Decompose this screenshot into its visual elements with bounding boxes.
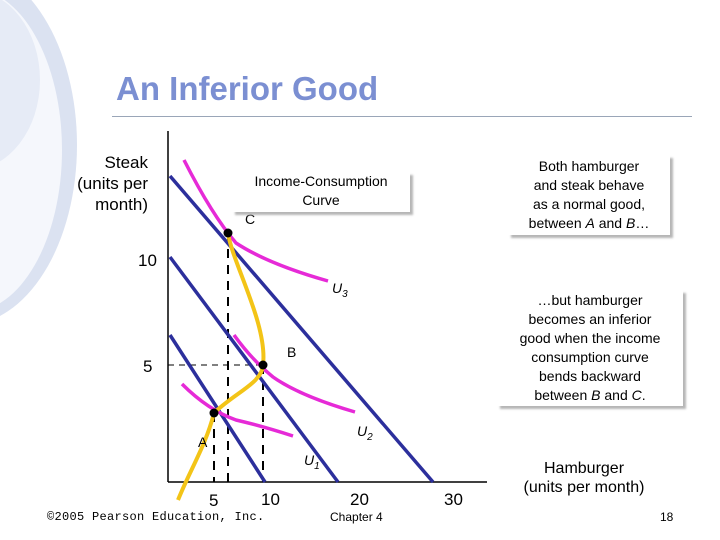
callout-top-mid: and — [594, 215, 626, 231]
footer-chapter: Chapter 4 — [330, 510, 383, 524]
title-divider — [112, 116, 692, 117]
callout-bottom-pre: between — [534, 387, 592, 403]
callout-inferior-good-text: …but hamburger becomes an inferior good … — [519, 292, 661, 384]
callout-top-pre: between — [528, 215, 586, 231]
income-consumption-label: Income-Consumption Curve — [232, 172, 410, 212]
callout-bottom-post: . — [641, 387, 646, 403]
footer-copyright: ©2005 Pearson Education, Inc. — [47, 510, 265, 524]
curve-label-u3-sub: 3 — [342, 289, 348, 300]
curve-label-u1-letter: U — [304, 452, 315, 468]
x-tick-30: 30 — [444, 490, 463, 509]
budget-line-3 — [168, 174, 435, 484]
callout-bottom-mid: and — [600, 387, 632, 403]
point-b-dot — [258, 360, 268, 370]
budget-line-2 — [168, 255, 340, 484]
callout-bottom-c: C — [631, 387, 642, 403]
curve-label-u2-letter: U — [357, 423, 368, 439]
y-axis-label: Steak (units per month) — [77, 153, 148, 214]
callout-top-b: B — [625, 215, 636, 231]
callout-normal-good-text: Both hamburger and steak behave as a nor… — [532, 158, 646, 212]
income-consumption-curve — [176, 232, 266, 501]
x-tick-10: 10 — [261, 490, 280, 509]
footer-page-number: 18 — [660, 510, 674, 524]
slide-title: An Inferior Good — [116, 70, 379, 107]
point-label-b: B — [287, 344, 296, 360]
callout-top-a: A — [585, 215, 595, 231]
callout-bottom-b: B — [591, 387, 601, 403]
curve-label-u1-sub: 1 — [314, 461, 320, 472]
point-c-dot — [223, 228, 233, 238]
callout-inferior-good-last-line: between B and C. — [497, 386, 683, 405]
y-tick-5: 5 — [143, 357, 152, 376]
indifference-curve-u3 — [182, 159, 329, 283]
callout-top-post: … — [635, 215, 650, 231]
curve-label-u2: U2 — [357, 423, 373, 443]
curve-label-u1: U1 — [304, 452, 320, 472]
curve-label-u3-letter: U — [332, 280, 343, 296]
indifference-curve-u1 — [180, 382, 294, 438]
x-axis-label: Hamburger (units per month) — [523, 460, 645, 496]
x-tick-5: 5 — [209, 491, 218, 510]
curve-label-u2-sub: 2 — [366, 432, 373, 443]
callout-normal-good: Both hamburger and steak behave as a nor… — [508, 155, 670, 235]
point-label-c: C — [245, 211, 255, 227]
callout-normal-good-last-line: between A and B… — [508, 214, 670, 233]
x-tick-20: 20 — [350, 490, 369, 509]
y-tick-10: 10 — [138, 251, 157, 270]
point-a-dot — [209, 408, 219, 418]
callout-inferior-good: …but hamburger becomes an inferior good … — [497, 290, 683, 406]
curve-label-u3: U3 — [332, 280, 348, 300]
indifference-curve-u2 — [232, 333, 356, 414]
point-label-a: A — [198, 434, 208, 450]
